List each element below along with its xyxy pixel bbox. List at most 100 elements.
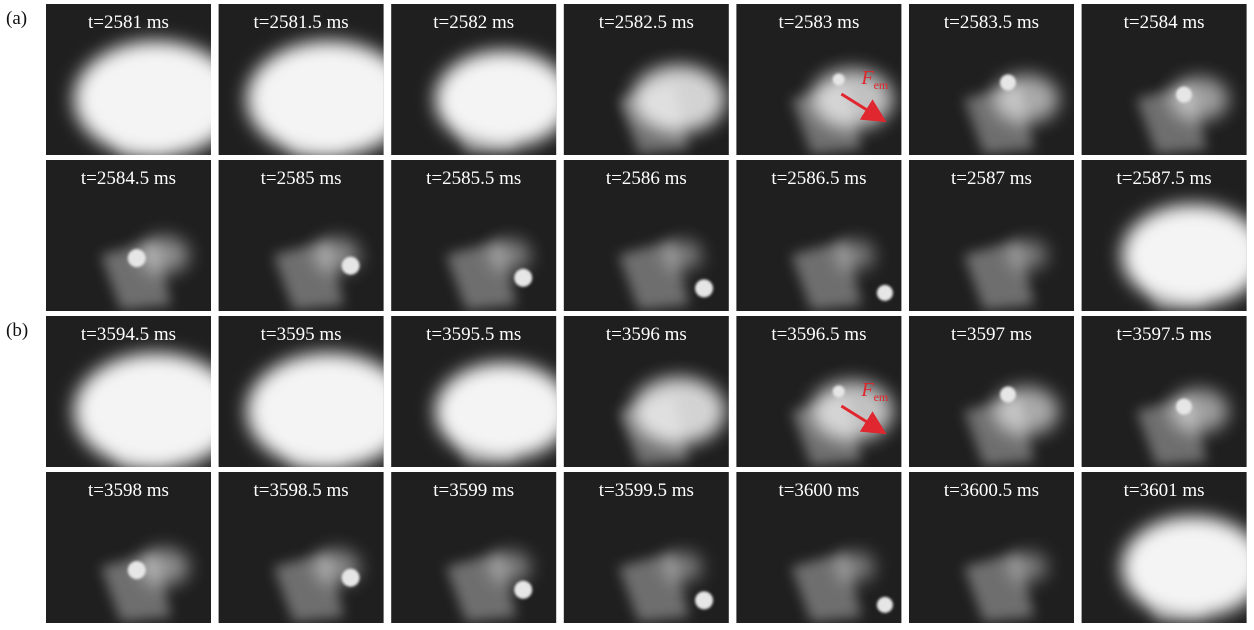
frame: t=3594.5 ms [46,316,238,469]
frame: t=3600.5 ms [909,472,1074,623]
panel-label: (a) [6,8,27,29]
frame-label: t=2582.5 ms [599,12,694,33]
frame: t=2587 ms [909,160,1074,311]
force-symbol: F [860,67,874,89]
frame-label: t=3594.5 ms [81,324,176,345]
frame: t=2584 ms [1082,4,1247,155]
frame-label: t=3599.5 ms [599,480,694,501]
droplet [1176,87,1192,103]
arc-glow [632,65,726,133]
frame-label: t=2582 ms [433,12,514,33]
arc-glow [490,551,531,583]
droplet [342,257,360,275]
droplet [877,285,893,301]
frame-label: t=2587.5 ms [1117,168,1212,189]
frame: t=2587.5 ms [1082,160,1254,311]
frame: t=3599 ms [391,472,556,623]
arc-glow [247,353,411,469]
arc-glow [490,239,531,271]
frame-label: t=3600.5 ms [944,480,1039,501]
frame-label: t=2584.5 ms [81,168,176,189]
arc-glow [140,548,189,585]
frame: t=2585 ms [219,160,384,311]
frame: t=3597.5 ms [1082,316,1247,467]
frame: t=3599.5 ms [564,472,729,623]
droplet [833,74,845,86]
figure: (a) t=2581 ms t=2581.5 ms t=2582 ms t=2582.5… [0,0,1254,630]
frame-label: t=3596 ms [606,324,687,345]
arc-glow [140,236,189,273]
arc-glow [1009,240,1047,270]
frame-label: t=2585.5 ms [426,168,521,189]
arc-glow [664,240,702,270]
arc-glow [664,552,702,582]
frame-label: t=2583 ms [778,12,859,33]
frame-label: t=3600 ms [778,480,859,501]
frame-label: t=2586 ms [606,168,687,189]
frame-label: t=3597 ms [951,324,1032,345]
arc-glow [836,240,874,270]
droplet [695,279,713,297]
droplet [128,561,146,579]
frame: t=3597 ms [909,316,1074,467]
frame-content [247,353,411,469]
frame-label: t=3597.5 ms [1117,324,1212,345]
frame-label: t=2587 ms [951,168,1032,189]
frame-label: t=3596.5 ms [771,324,866,345]
frame: t=2584.5 ms [46,160,211,311]
frame-label: t=2583.5 ms [944,12,1039,33]
droplet [1000,75,1016,91]
frame: t=2581 ms [46,4,238,157]
arc-glow [1009,552,1047,582]
arc-glow [632,377,726,445]
droplet [514,269,532,287]
frame: t=2582 ms [391,4,571,155]
frame-label: t=2586.5 ms [771,168,866,189]
frame-label: t=2581.5 ms [254,12,349,33]
force-symbol: F [860,379,874,401]
frame: t=3595.5 ms [391,316,571,467]
droplet [342,569,360,587]
panel-label: (b) [6,320,28,341]
droplet [695,591,713,609]
frame: t=3598 ms [46,472,211,623]
frame: t=3596 ms [564,316,729,467]
arc-glow [435,51,571,148]
frame-label: t=3598 ms [88,480,169,501]
arc-glow [836,552,874,582]
frame-label: t=2581 ms [88,12,169,33]
frame: t=3600 ms [736,472,901,623]
arc-glow [74,41,238,157]
frame-label: t=3601 ms [1124,480,1205,501]
droplet [1176,399,1192,415]
frame: t=3601 ms [1082,472,1254,623]
frame: t=3598.5 ms [219,472,384,623]
frame: t=2586.5 ms [736,160,901,311]
droplet [833,386,845,398]
frame: t=2581.5 ms [219,4,411,157]
frame: t=2585.5 ms [391,160,556,311]
frame-label: t=3595 ms [261,324,342,345]
frame: t=2582.5 ms [564,4,729,155]
frame-content [74,353,238,469]
frame: t=2583.5 ms [909,4,1074,155]
frame: t=3595 ms [219,316,411,469]
frame-label: t=2585 ms [261,168,342,189]
frame-content [74,41,238,157]
droplet [514,581,532,599]
arc-glow [435,363,571,460]
frame: t=3596.5 ms Fem [736,316,901,467]
droplet [1000,387,1016,403]
frame-content [247,41,411,157]
arc-glow [74,353,238,469]
frame: t=2586 ms [564,160,729,311]
arc-glow [247,41,411,157]
frame-label: t=3599 ms [433,480,514,501]
force-subscript: em [874,390,889,404]
droplet [128,249,146,267]
droplet [877,597,893,613]
frame-label: t=3595.5 ms [426,324,521,345]
frame-label: t=2584 ms [1124,12,1205,33]
frame-label: t=3598.5 ms [254,480,349,501]
